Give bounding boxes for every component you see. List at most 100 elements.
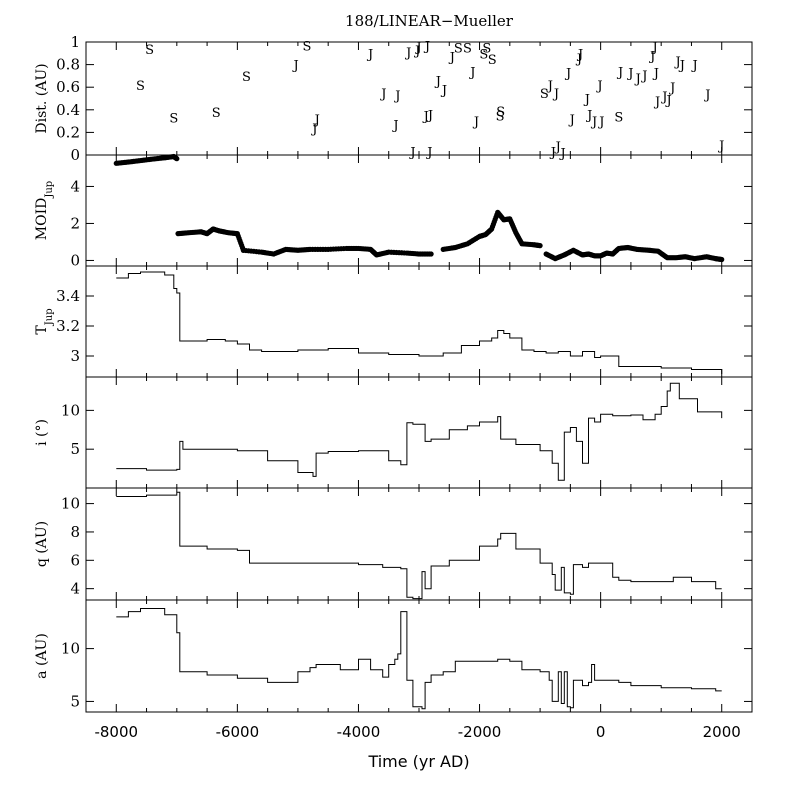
encounter-marker: S	[145, 43, 154, 58]
encounter-marker: J	[413, 44, 420, 59]
series-line	[116, 271, 723, 374]
y-axis-label: a (AU)	[34, 633, 50, 679]
encounter-marker: J	[576, 47, 583, 62]
encounter-marker: J	[674, 55, 681, 70]
encounter-marker: S	[540, 87, 549, 102]
encounter-marker: S	[479, 47, 488, 62]
encounter-marker: J	[313, 113, 320, 128]
encounter-marker: J	[640, 69, 647, 84]
encounter-marker: S	[169, 112, 178, 127]
y-tick-label: 3.2	[56, 317, 80, 335]
encounter-marker: S	[496, 109, 505, 124]
y-tick-label: 0.2	[56, 123, 80, 141]
encounter-marker: J	[434, 74, 441, 89]
y-tick-label: 5	[70, 692, 80, 710]
encounter-marker: J	[291, 59, 298, 74]
panel-frame	[85, 487, 753, 601]
encounter-marker: J	[703, 88, 710, 103]
encounter-marker: J	[564, 67, 571, 82]
y-tick-label: 3	[70, 347, 80, 365]
y-tick-label: 10	[61, 401, 80, 419]
panel-frame	[85, 599, 753, 713]
encounter-marker: J	[668, 81, 675, 96]
encounter-marker: J	[404, 46, 411, 61]
y-tick-label: 0.4	[56, 101, 80, 119]
y-tick-label: 3.4	[56, 287, 80, 305]
encounter-marker: J	[391, 118, 398, 133]
panel-frame	[85, 376, 753, 489]
y-tick-label: 4	[70, 177, 80, 195]
encounter-marker: S	[136, 79, 145, 94]
encounter-marker: J	[568, 113, 575, 128]
encounter-marker: J	[651, 41, 658, 56]
encounter-marker: J	[678, 59, 685, 74]
encounter-marker: S	[488, 53, 497, 68]
panel-a: 5 10 a (AU)	[34, 599, 753, 713]
encounter-marker: J	[379, 87, 386, 102]
panel-q: 4 6 8 10 q (AU)	[34, 487, 753, 601]
y-tick-label: 10	[61, 495, 80, 513]
x-tick-label: 0	[596, 723, 606, 741]
encounter-marker: J	[575, 52, 582, 67]
encounter-marker: J	[393, 89, 400, 104]
encounter-marker: J	[595, 79, 602, 94]
data-point	[174, 156, 180, 162]
y-tick-label: 0.6	[56, 78, 80, 96]
encounter-marker: J	[310, 122, 317, 137]
y-axis-label: q (AU)	[34, 521, 50, 567]
y-tick-label: 5	[70, 440, 80, 458]
y-axis-label-subscript: Jup	[44, 308, 55, 326]
encounter-marker: S	[614, 111, 623, 126]
y-tick-label: 1	[70, 33, 80, 51]
encounter-marker: J	[552, 87, 559, 102]
encounter-marker: J	[590, 115, 597, 130]
encounter-marker: J	[690, 59, 697, 74]
data-point	[428, 251, 434, 257]
y-axis-label: i (°)	[34, 419, 50, 446]
encounter-marker: J	[546, 79, 553, 94]
encounter-marker: S	[303, 39, 312, 54]
y-tick-label: 10	[61, 640, 80, 658]
encounter-marker: J	[472, 115, 479, 130]
encounter-marker: S	[463, 42, 472, 57]
y-tick-label: 0.8	[56, 56, 80, 74]
encounter-marker: J	[440, 83, 447, 98]
y-axis-label: TJup	[34, 308, 55, 334]
y-axis-label: Dist. (AU)	[34, 63, 50, 133]
encounter-marker: S	[212, 106, 221, 121]
x-tick-label: -2000	[458, 723, 502, 741]
x-tick-label: -4000	[337, 723, 381, 741]
encounter-marker: S	[482, 42, 491, 57]
x-tick-label: -8000	[94, 723, 138, 741]
y-tick-label: 2	[70, 214, 80, 232]
encounter-marker: J	[414, 41, 421, 56]
y-tick-label: 0	[70, 251, 80, 269]
encounter-marker: J	[717, 139, 724, 154]
encounter-marker: J	[660, 90, 667, 105]
encounter-marker: J	[583, 93, 590, 108]
encounter-marker: J	[408, 146, 415, 161]
encounter-marker: J	[597, 115, 604, 130]
encounter-marker: J	[425, 146, 432, 161]
panel-moid: 0 2 4 MOIDJup	[34, 153, 753, 269]
encounter-marker: J	[616, 65, 623, 80]
encounter-marker: S	[454, 42, 463, 57]
y-tick-label: 0	[70, 146, 80, 164]
y-axis-label: MOIDJup	[34, 181, 55, 240]
encounter-marker: J	[585, 108, 592, 123]
x-tick-label: 2000	[703, 723, 741, 741]
chart-title: 188/LINEAR−Mueller	[345, 12, 514, 30]
series-line	[116, 608, 722, 710]
encounter-marker: S	[242, 70, 251, 85]
encounter-marker: J	[558, 147, 565, 162]
series-line	[116, 382, 723, 481]
y-tick-label: 6	[70, 551, 80, 569]
data-point	[719, 256, 725, 263]
y-tick-label: 8	[70, 523, 80, 541]
encounter-marker: J	[422, 109, 429, 124]
encounter-marker: J	[664, 94, 671, 109]
data-point	[537, 243, 543, 249]
